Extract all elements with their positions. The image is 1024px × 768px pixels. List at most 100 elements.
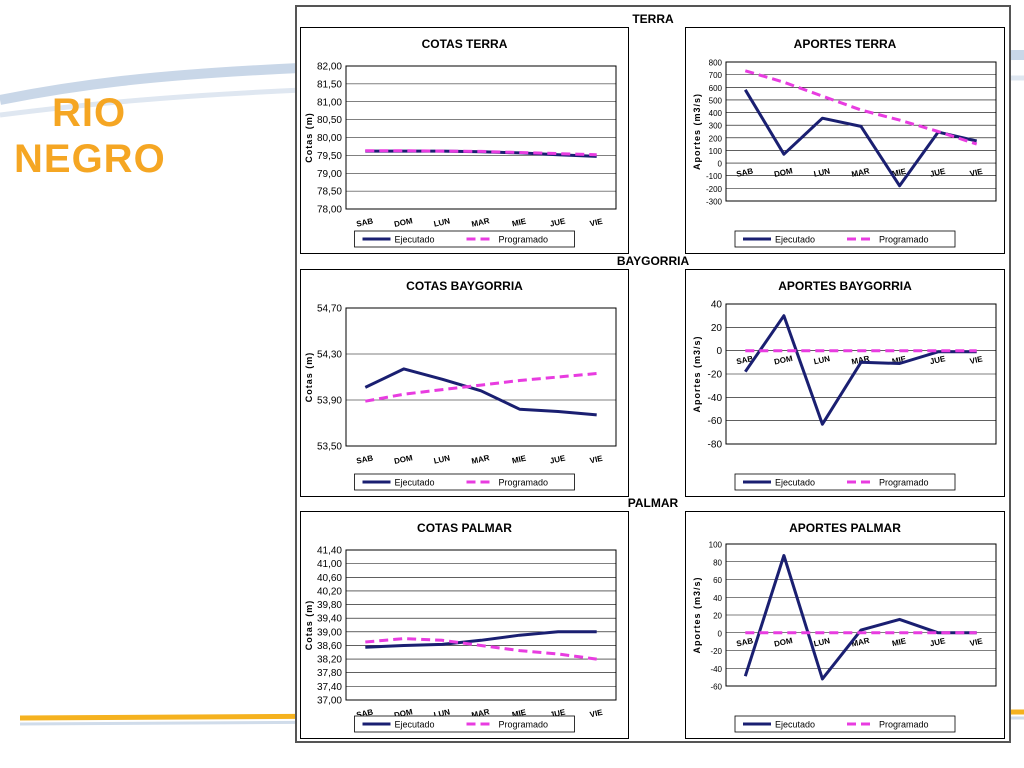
legend-box	[354, 473, 575, 491]
chart-title: APORTES PALMAR	[789, 521, 901, 535]
y-tick-label: -60	[708, 416, 723, 427]
chart-title: COTAS TERRA	[422, 37, 508, 51]
legend-box	[354, 230, 575, 248]
legend-label-programado: Programado	[499, 235, 549, 245]
series-line-ejecutado	[364, 367, 597, 417]
chart-panel-cotas-terra: COTAS TERRA 78,00 78,50 79,00 79,50 80,00 80,5…	[300, 27, 629, 254]
plot-area	[345, 307, 617, 447]
x-tick-label: VIE	[969, 636, 984, 648]
y-tick-label: 53,90	[317, 396, 342, 407]
y-tick-label: 81,00	[317, 97, 342, 108]
section-label-baygorria: BAYGORRIA	[616, 254, 690, 268]
y-tick-label: 40,20	[317, 586, 342, 597]
chart-legend: Ejecutado Programado	[354, 715, 575, 733]
y-tick-label: 39,80	[317, 600, 342, 611]
y-tick-label: -80	[708, 440, 723, 451]
y-tick-label: 80,00	[317, 133, 342, 144]
y-tick-label: -20	[708, 370, 723, 381]
y-tick-label: 40	[713, 594, 722, 603]
legend-label-ejecutado: Ejecutado	[395, 478, 435, 488]
y-tick-label: 81,50	[317, 79, 342, 90]
legend-label-ejecutado: Ejecutado	[775, 235, 815, 245]
x-tick-label: VIE	[969, 354, 984, 366]
section-label-terra: TERRA	[632, 12, 674, 26]
y-tick-label: 300	[709, 122, 723, 131]
x-tick-label: VIE	[589, 454, 604, 466]
plot-area	[725, 61, 997, 202]
y-tick-label: -20	[710, 647, 722, 656]
series-line-programado	[365, 372, 597, 403]
x-tick-label: MIE	[891, 354, 907, 366]
y-tick-label: 40	[711, 300, 723, 311]
y-tick-label: 79,00	[317, 169, 342, 180]
y-tick-label: 80	[713, 558, 722, 567]
x-tick-label: MIE	[511, 217, 527, 229]
y-tick-label: 79,50	[317, 151, 342, 162]
slide-title: RIO NEGRO	[14, 90, 166, 182]
y-tick-label: 41,40	[317, 546, 342, 557]
x-tick-label: MIE	[891, 167, 907, 179]
y-tick-label: 400	[709, 109, 723, 118]
x-tick-label: DOM	[773, 636, 793, 649]
legend-label-programado: Programado	[879, 720, 929, 730]
legend-box	[354, 715, 575, 733]
chart-legend: Ejecutado Programado	[354, 230, 575, 248]
y-axis-label: Cotas (m)	[304, 600, 314, 651]
chart-legend: Ejecutado Programado	[354, 473, 575, 491]
y-tick-label: -100	[706, 172, 723, 181]
chart-title: COTAS PALMAR	[417, 521, 512, 535]
x-tick-label: JUE	[549, 453, 567, 465]
y-tick-label: 100	[709, 147, 723, 156]
x-tick-label: JUE	[929, 354, 947, 366]
y-tick-label: 54,30	[317, 350, 342, 361]
series-line-ejecutado	[365, 630, 597, 649]
legend-label-programado: Programado	[879, 478, 929, 488]
legend-box	[734, 715, 956, 733]
x-tick-label: SAB	[356, 216, 375, 228]
y-tick-label: 82,00	[317, 62, 342, 73]
x-tick-label: LUN	[813, 354, 831, 366]
x-tick-label: JUE	[549, 216, 567, 228]
y-tick-label: -60	[710, 683, 722, 692]
series-line-ejecutado	[744, 314, 977, 426]
chart-legend: Ejecutado Programado	[734, 473, 956, 491]
x-tick-label: DOM	[393, 216, 413, 229]
y-tick-label: 200	[709, 134, 723, 143]
chart-panel-aportes-palmar: APORTES PALMAR -60 -40 -20 0 20 40 60 80 100 SAB DO…	[685, 511, 1005, 739]
x-tick-label: JUE	[929, 636, 947, 648]
chart-legend: Ejecutado Programado	[734, 715, 956, 733]
y-axis-label: Aportes (m3/s)	[692, 576, 702, 653]
y-tick-label: 0	[716, 346, 722, 357]
series-line-ejecutado	[743, 554, 977, 681]
x-tick-label: VIE	[589, 708, 604, 720]
x-tick-label: DOM	[393, 453, 413, 466]
series-line-programado	[365, 149, 597, 157]
y-axis-label: Cotas (m)	[304, 352, 314, 403]
x-tick-label: SAB	[736, 636, 755, 648]
legend-label-ejecutado: Ejecutado	[395, 235, 435, 245]
y-tick-label: 38,20	[317, 655, 342, 666]
y-tick-label: 20	[713, 612, 722, 621]
y-tick-label: 41,00	[317, 559, 342, 570]
x-tick-label: DOM	[773, 354, 793, 367]
chart-title: COTAS BAYGORRIA	[406, 279, 523, 293]
chart-svg-aportes-terra: APORTES TERRA -300 -200 -100 0 100 200 300 400 50…	[692, 37, 997, 248]
x-tick-label: MIE	[511, 454, 527, 466]
legend-label-programado: Programado	[499, 720, 549, 730]
y-tick-label: 0	[718, 629, 723, 638]
slide-title-line1: RIO	[51, 91, 127, 135]
y-tick-label: 0	[718, 160, 723, 169]
y-tick-label: -40	[710, 665, 722, 674]
charts-sheet: TERRA BAYGORRIA PALMAR COTAS TERRA 78,00 7…	[295, 5, 1011, 743]
legend-label-programado: Programado	[879, 235, 929, 245]
chart-panel-aportes-terra: APORTES TERRA -300 -200 -100 0 100 200 300 400 50…	[685, 27, 1005, 254]
y-tick-label: 37,00	[317, 696, 342, 707]
y-tick-label: 40,60	[317, 573, 342, 584]
series-line-programado	[365, 637, 597, 661]
x-tick-label: JUE	[929, 166, 947, 178]
x-tick-label: MAR	[471, 453, 491, 466]
x-tick-label: MAR	[471, 216, 491, 229]
slide-title-line2: NEGRO	[14, 137, 166, 181]
y-axis-label: Cotas (m)	[304, 112, 314, 163]
chart-svg-cotas-baygorria: COTAS BAYGORRIA 53,50 53,90 54,30 54,70 SAB DO…	[304, 279, 617, 491]
